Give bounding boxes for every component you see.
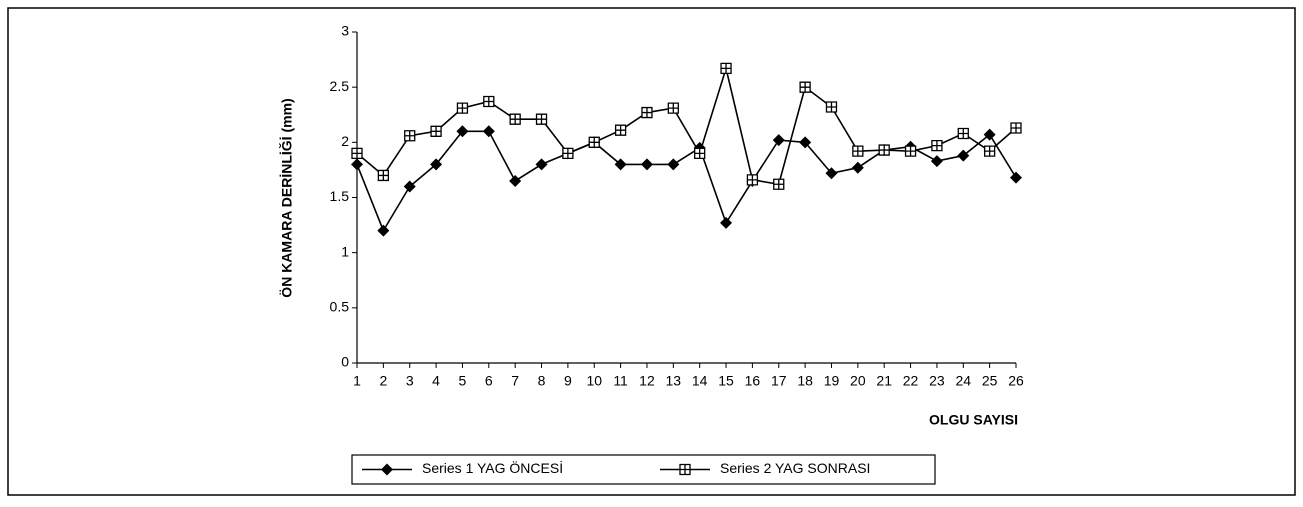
frame (7, 7, 1296, 496)
square-marker (720, 62, 732, 75)
x-tick-label: 13 (666, 373, 682, 389)
diamond-marker (1010, 171, 1022, 184)
x-tick-label: 21 (876, 373, 892, 389)
x-tick-label: 7 (511, 373, 519, 389)
x-axis-label: OLGU SAYISI (929, 412, 1018, 428)
x-tick-label: 1 (353, 373, 361, 389)
square-marker (483, 95, 495, 108)
y-tick-label: 2 (341, 133, 349, 149)
diamond-marker (535, 158, 548, 171)
x-tick-label: 3 (406, 373, 414, 389)
diamond-marker (430, 158, 443, 171)
x-tick-label: 4 (432, 373, 440, 389)
diamond-marker (614, 158, 627, 171)
x-tick-label: 19 (824, 373, 840, 389)
x-tick-label: 22 (903, 373, 919, 389)
square-marker (983, 145, 996, 157)
diamond-marker (720, 216, 733, 229)
square-marker (404, 130, 416, 142)
square-marker (852, 145, 864, 157)
diamond-marker (509, 174, 522, 187)
square-marker (641, 106, 653, 119)
x-tick-label: 23 (929, 373, 945, 389)
diamond-marker (930, 155, 943, 168)
diamond-marker (377, 224, 390, 237)
diamond-marker (351, 158, 363, 171)
y-tick-label: 0.5 (330, 299, 350, 315)
y-tick-label: 3 (341, 23, 349, 39)
square-marker (535, 113, 548, 125)
square-marker (509, 113, 521, 125)
square-marker (694, 147, 706, 160)
diamond-marker (381, 463, 393, 476)
x-tick-label: 12 (639, 373, 655, 389)
square-marker (351, 147, 363, 160)
square-marker (904, 145, 917, 157)
x-tick-label: 10 (586, 373, 602, 389)
legend-box (351, 454, 936, 485)
square-marker (1010, 122, 1022, 134)
square-marker (456, 102, 469, 114)
square-marker (667, 102, 679, 114)
x-tick-label: 14 (692, 373, 708, 389)
y-tick-label: 2.5 (330, 78, 350, 94)
square-marker (562, 147, 574, 160)
diamond-marker (957, 149, 970, 162)
square-marker (931, 139, 943, 152)
x-tick-label: 6 (485, 373, 493, 389)
x-tick-label: 17 (771, 373, 787, 389)
square-marker (377, 169, 390, 182)
square-marker (878, 144, 890, 156)
x-tick-label: 24 (955, 373, 971, 389)
x-tick-label: 26 (1008, 373, 1024, 389)
square-marker (825, 101, 838, 113)
x-tick-label: 9 (564, 373, 572, 389)
diamond-marker (825, 167, 838, 180)
diamond-marker (799, 136, 812, 149)
square-marker (679, 463, 691, 476)
legend-label: Series 2 YAG SONRASI (720, 460, 870, 476)
square-marker (746, 174, 759, 186)
y-tick-label: 1 (341, 243, 349, 259)
series-line (356, 65, 1017, 186)
square-marker (773, 178, 785, 190)
x-tick-label: 11 (613, 373, 628, 389)
square-marker (430, 125, 442, 137)
x-tick-label: 18 (797, 373, 813, 389)
x-tick-label: 16 (745, 373, 761, 389)
x-tick-label: 5 (459, 373, 467, 389)
square-marker (957, 127, 969, 140)
square-marker (614, 124, 627, 136)
legend-label: Series 1 YAG ÖNCESİ (422, 459, 563, 476)
square-marker (799, 81, 811, 93)
x-tick-label: 8 (538, 373, 546, 389)
y-tick-label: 0 (341, 354, 349, 370)
y-tick-label: 1.5 (330, 188, 350, 204)
diamond-marker (482, 125, 495, 138)
y-axis-label: ÖN KAMARA DERİNLİĞİ (mm) (278, 98, 295, 297)
x-tick-label: 15 (718, 373, 734, 389)
x-tick-label: 2 (379, 373, 387, 389)
square-marker (588, 136, 600, 148)
diamond-marker (640, 158, 653, 171)
x-tick-label: 20 (850, 373, 866, 389)
diamond-marker (851, 161, 864, 174)
diamond-marker (456, 125, 469, 138)
diamond-marker (772, 134, 785, 147)
diamond-marker (983, 128, 996, 141)
diamond-marker (403, 180, 416, 193)
x-tick-label: 25 (982, 373, 998, 389)
diamond-marker (667, 158, 680, 171)
series-line (356, 130, 1017, 233)
